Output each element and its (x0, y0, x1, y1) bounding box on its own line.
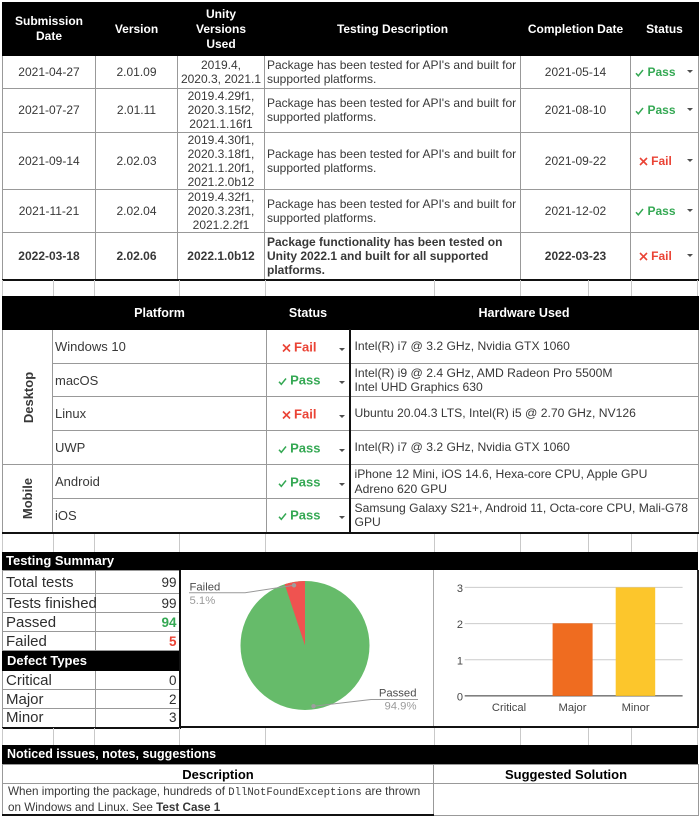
svg-text:Failed: Failed (190, 581, 221, 593)
svg-text:Major: Major (559, 702, 587, 714)
svg-text:Minor: Minor (622, 702, 650, 714)
svg-text:5.1%: 5.1% (190, 595, 216, 607)
svg-text:94.9%: 94.9% (384, 701, 416, 713)
svg-text:1: 1 (457, 655, 463, 667)
svg-text:Passed: Passed (379, 688, 417, 700)
svg-text:0: 0 (457, 692, 463, 704)
svg-text:Critical: Critical (492, 702, 526, 714)
svg-text:2: 2 (457, 619, 463, 631)
svg-text:3: 3 (457, 583, 463, 595)
